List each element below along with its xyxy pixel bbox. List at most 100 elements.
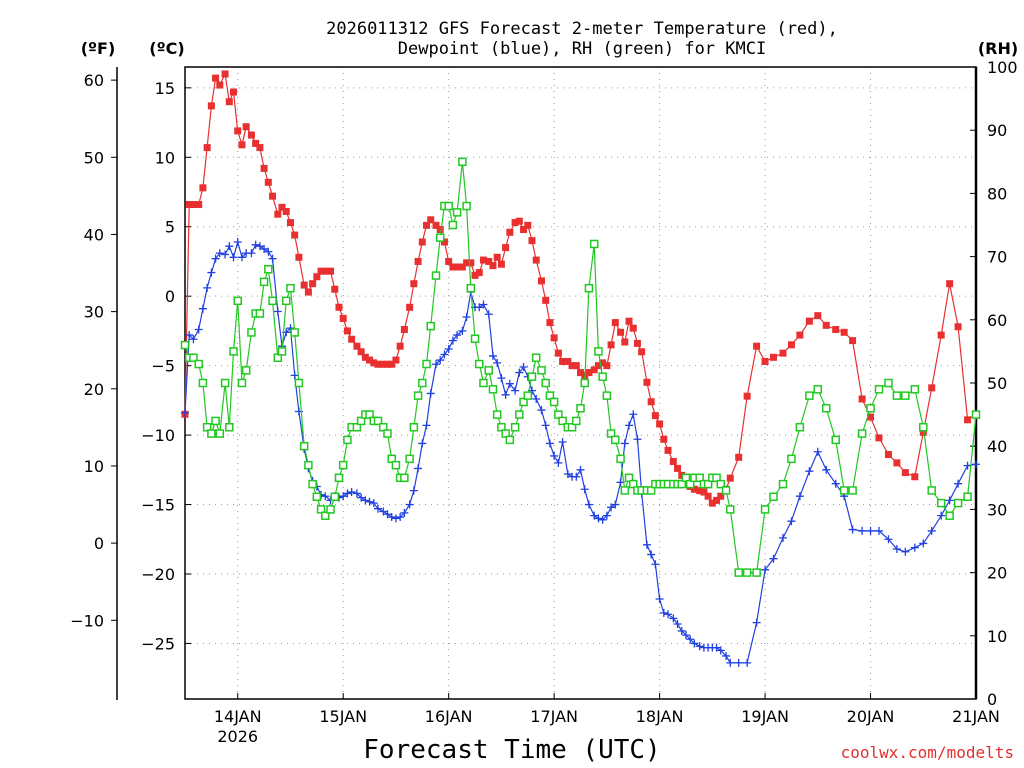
rh-point [321, 511, 330, 520]
rh-tick-label: 0 [987, 690, 997, 709]
dewpoint-point [550, 451, 559, 460]
rh-point [884, 378, 893, 388]
rh-point [330, 492, 340, 502]
dewpoint-point [207, 268, 216, 277]
rh-point [769, 492, 778, 502]
temperature-point [700, 488, 708, 496]
temperature-point [564, 357, 572, 365]
x-tick-year-label: 2026 [217, 727, 258, 746]
dewpoint-point [937, 511, 946, 520]
dewpoint-point [203, 283, 212, 292]
temperature-point [537, 277, 545, 285]
fahrenheit-tick-label: −10 [70, 611, 104, 630]
fahrenheit-tick-label: 10 [84, 457, 104, 476]
dewpoint-point [357, 493, 366, 502]
dewpoint-point [387, 513, 396, 522]
rh-point [558, 416, 567, 426]
dewpoint-point [488, 351, 497, 360]
celsius-tick-label: −20 [141, 565, 175, 584]
temperature-point [964, 416, 972, 424]
rh-point [422, 359, 431, 369]
dewpoint-point [479, 300, 488, 309]
rh-point [541, 378, 550, 388]
rh-tick-label: 20 [987, 564, 1007, 583]
rh-point [194, 359, 203, 369]
dewpoint-point [743, 658, 752, 667]
dewpoint-point [493, 358, 502, 367]
dewpoint-point [475, 303, 484, 312]
temperature-point [383, 360, 391, 368]
dewpoint-point [198, 304, 207, 313]
rh-point [462, 201, 471, 211]
dewpoint-point [247, 249, 256, 258]
x-tick-label: 18JAN [636, 707, 684, 726]
dewpoint-point [545, 439, 554, 448]
temperature-point [225, 98, 233, 106]
dewpoint-point [268, 254, 277, 263]
temperature-point [554, 349, 562, 357]
rh-point [211, 416, 220, 426]
dewpoint-point [594, 514, 603, 523]
dewpoint-point [374, 504, 383, 513]
temperature-point [458, 263, 466, 271]
x-axis-title: Forecast Time (UTC) [363, 735, 660, 765]
data-series [180, 70, 981, 667]
temperature-point [199, 184, 207, 192]
rh-tick-label: 70 [987, 248, 1007, 267]
dewpoint-point [532, 394, 541, 403]
rh-point [857, 429, 867, 438]
dewpoint-point [681, 631, 690, 640]
dewpoint-point [712, 643, 721, 652]
temperature-point [321, 267, 329, 275]
temperature-point [348, 335, 356, 343]
rh-point [435, 233, 445, 242]
rh-point [805, 391, 814, 400]
rh-point [405, 454, 414, 464]
rh-point [505, 435, 515, 445]
temperature-point [485, 257, 493, 265]
dewpoint-point [541, 421, 550, 430]
temperature-point [379, 360, 387, 368]
temperature-point [216, 81, 224, 89]
rh-point [215, 429, 225, 438]
temperature-point [901, 469, 909, 477]
temperature-point [787, 341, 795, 349]
dewpoint-point [664, 610, 673, 619]
temperature-point [946, 280, 954, 288]
temperature-point [418, 238, 426, 246]
dewpoint-point [927, 526, 936, 535]
temperature-point [743, 392, 751, 400]
rh-point [466, 283, 476, 293]
temperature-point [849, 337, 857, 345]
fahrenheit-tick-label: 60 [84, 71, 104, 90]
rh-point [343, 435, 352, 445]
rh-point [338, 460, 348, 470]
temperature-point [327, 267, 335, 275]
temperature-point [370, 359, 378, 367]
dewpoint-point [339, 492, 348, 501]
rh-point [963, 492, 972, 502]
dewpoint-point [874, 526, 883, 535]
temperature-point [708, 499, 716, 507]
temperature-point [374, 360, 382, 368]
dewpoint-point [519, 363, 528, 372]
rh-point [299, 441, 309, 451]
temperature-point [546, 319, 554, 327]
temperature-point [396, 342, 404, 350]
temperature-point [203, 144, 211, 152]
dewpoint-point [347, 488, 356, 497]
temperature-point [528, 237, 536, 245]
rh-point [431, 271, 441, 280]
celsius-tick-label: −25 [141, 634, 175, 653]
rh-tick-label: 100 [987, 58, 1018, 77]
temperature-point [647, 398, 655, 406]
rh-point [426, 321, 435, 331]
rh-point [787, 454, 796, 464]
rh-point [334, 473, 344, 483]
temperature-point [453, 263, 461, 271]
temperature-point [621, 338, 629, 346]
temperature-point [234, 127, 242, 135]
rh-point [971, 410, 981, 419]
rh-point [373, 416, 383, 426]
dewpoint-point [383, 510, 392, 519]
